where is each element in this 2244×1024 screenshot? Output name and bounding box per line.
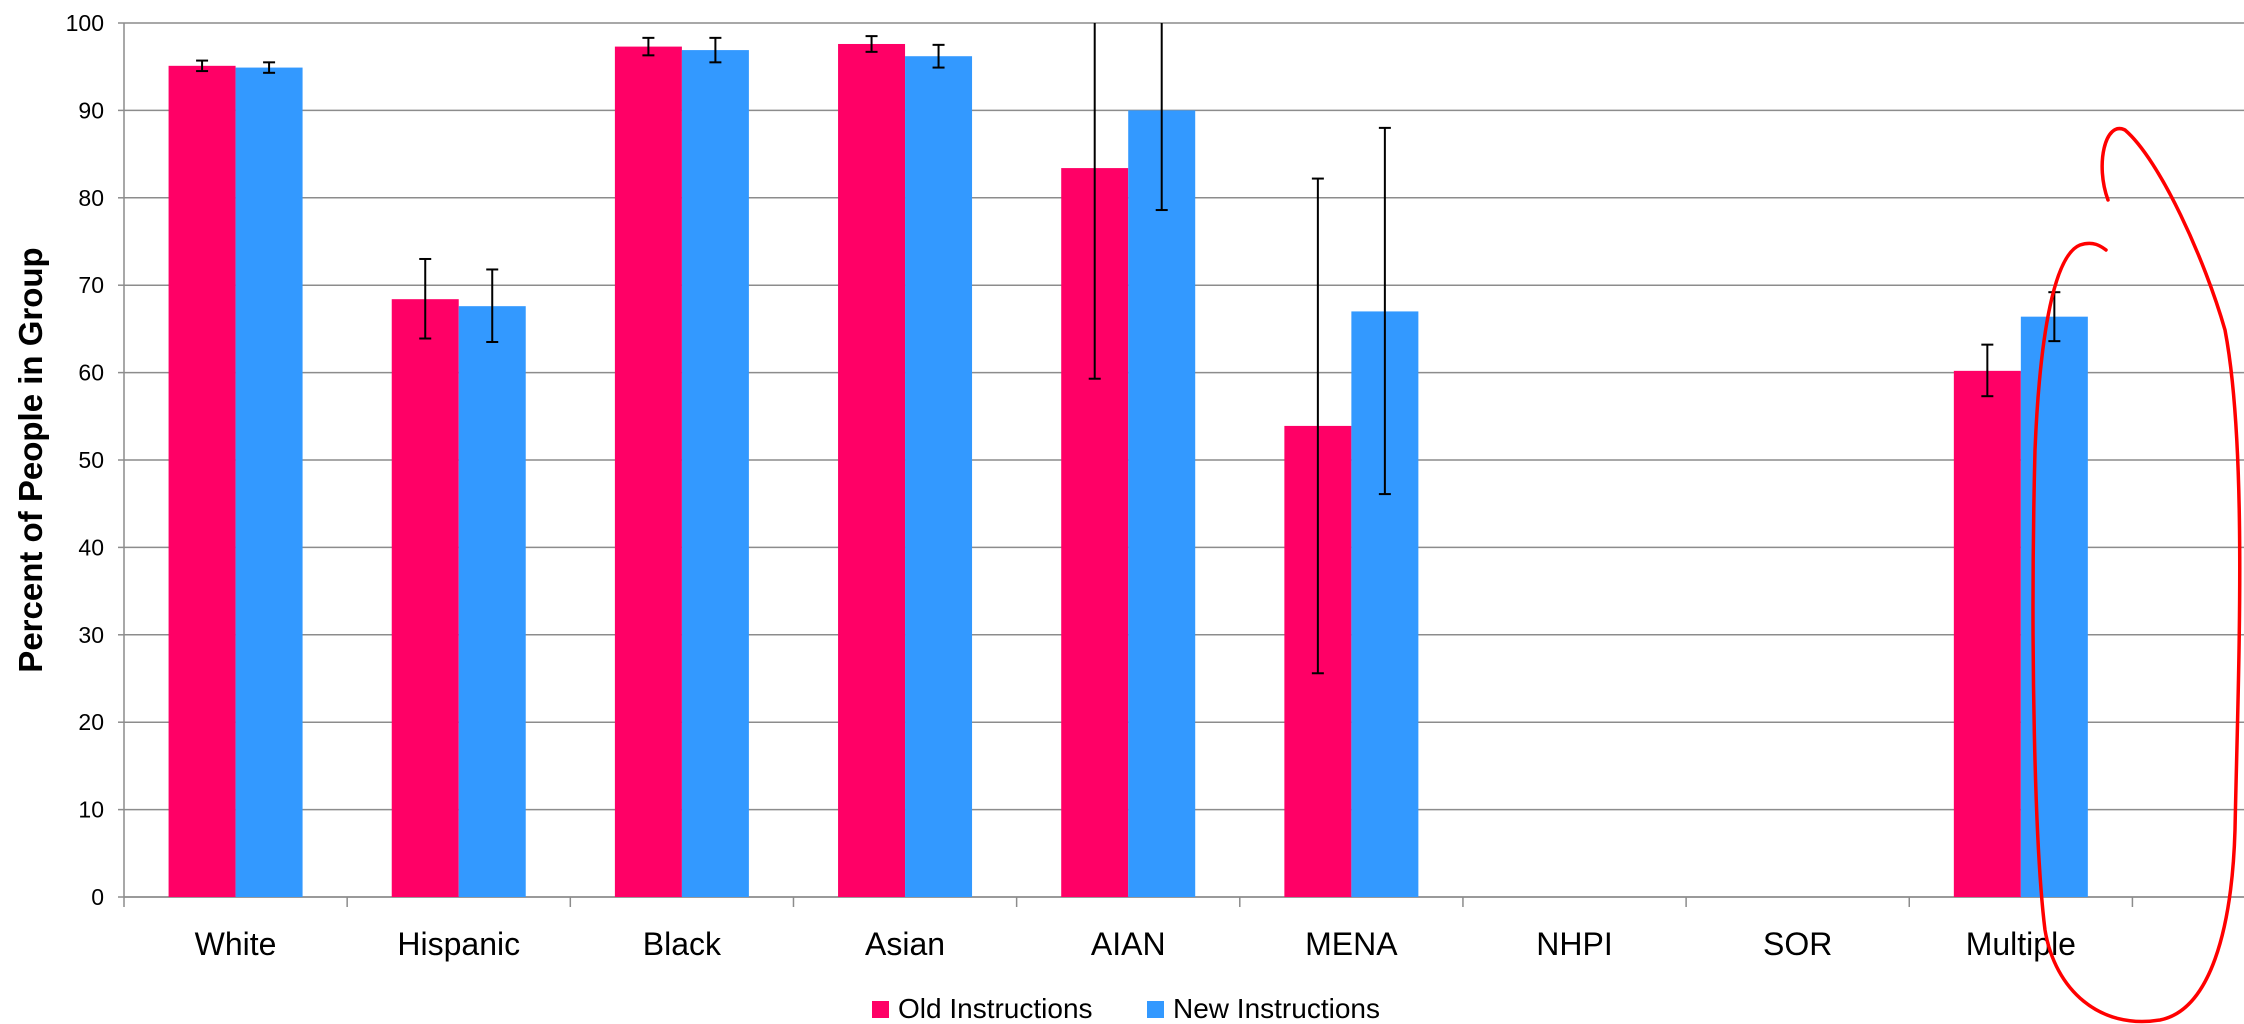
x-axis: White Hispanic Black Asian AIAN MENA NHPI SOR Mu… [123,896,2244,962]
y-tick-label: 20 [78,709,104,735]
category-label: Multiple [1966,926,2076,962]
bar-new [235,67,303,898]
y-tick-label: 10 [78,797,104,823]
category-label: Hispanic [397,926,520,962]
y-tick-label: 60 [78,360,104,386]
category-label: MENA [1305,926,1398,962]
y-tick-label: 40 [78,534,104,560]
category-label: White [195,926,277,962]
bar-old [391,299,459,898]
legend-label: New Instructions [1173,993,1380,1024]
legend: Old Instructions New Instructions [872,993,1380,1024]
y-tick-label: 80 [78,185,104,211]
bar-new [905,56,973,898]
legend-item: New Instructions [1147,993,1380,1024]
bar-old [838,43,906,897]
bars [168,43,2088,898]
legend-swatch [872,1001,889,1018]
y-tick-label: 0 [91,884,104,910]
legend-item: Old Instructions [872,993,1093,1024]
y-tick-label: 90 [78,97,104,123]
y-axis: 0 10 20 30 40 50 60 70 80 90 100 [66,10,125,910]
error-bars [196,23,2061,675]
bar-new [681,50,749,898]
annotation-circle [2031,126,2242,1024]
legend-swatch [1147,1001,1164,1018]
bar-new [1128,110,1196,897]
bar-old [614,46,682,897]
bar-old [168,65,236,898]
y-tick-label: 70 [78,272,104,298]
bar-new [458,306,526,897]
y-tick-label: 30 [78,622,104,648]
category-label: Asian [865,926,945,962]
y-tick-label: 50 [78,447,104,473]
category-label: NHPI [1536,926,1612,962]
category-label: AIAN [1091,926,1166,962]
category-label: SOR [1763,926,1832,962]
y-axis-label: Percent of People in Group [12,247,49,672]
bar-new [2020,316,2088,897]
category-label: Black [643,926,722,962]
bar-old [1953,370,2021,897]
legend-label: Old Instructions [898,993,1093,1024]
y-tick-label: 100 [66,10,104,36]
